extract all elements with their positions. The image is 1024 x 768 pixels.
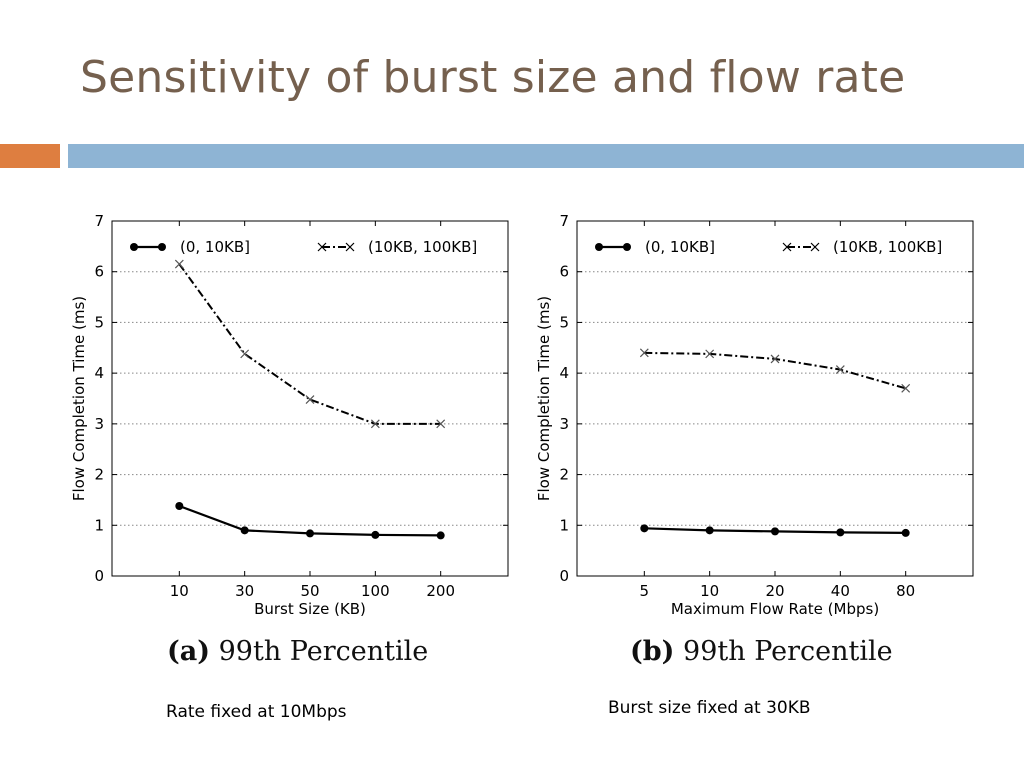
chart1-point-large-flows <box>901 383 911 393</box>
chart1-x-axis-label: Maximum Flow Rate (Mbps) <box>671 600 879 618</box>
chart1-y-tick-label: 6 <box>559 263 569 281</box>
chart1-legend-marker-large-flows <box>810 242 820 252</box>
chart0-x-axis-label: Burst Size (KB) <box>254 600 366 618</box>
chart0-legend-marker-large-flows <box>345 242 355 252</box>
chart0-y-tick-label: 6 <box>94 263 104 281</box>
chart1-y-axis-label: Flow Completion Time (ms) <box>535 296 553 501</box>
chart0-x-tick-label: 30 <box>235 582 254 600</box>
chart1-point-large-flows <box>705 349 715 359</box>
chart0-y-axis-label: Flow Completion Time (ms) <box>70 296 88 501</box>
chart1-point-large-flows <box>639 348 649 358</box>
chart0-point-large-flows <box>174 259 184 269</box>
chart0-x-tick-label: 200 <box>426 582 455 600</box>
chart-flow-rate-svg: 0 1 2 3 4 5 6 7 5 10 20 40 80 Maximum Flow Rate (Mbps… <box>535 212 974 618</box>
chart0-x-tick-label: 10 <box>170 582 189 600</box>
note-burst-fixed: Burst size fixed at 30KB <box>608 698 811 718</box>
chart0-point-large-flows <box>240 349 250 359</box>
chart1-legend-marker-large-flows <box>782 242 792 252</box>
chart1-y-tick-label: 2 <box>559 466 569 484</box>
chart-burst-size-svg: 0 1 2 3 4 5 6 7 10 30 50 100 200 Burst Size (KB) Flow … <box>70 212 509 618</box>
chart0-plot-frame <box>111 220 509 577</box>
chart1-point-small-flows <box>705 526 714 535</box>
chart0-point-small-flows <box>175 502 184 511</box>
chart0-x-tick-label: 100 <box>361 582 390 600</box>
chart1-legend-label-large-flows: (10KB, 100KB] <box>833 238 942 256</box>
note-rate-fixed: Rate fixed at 10Mbps <box>166 702 347 722</box>
chart0-legend-marker-small-flows <box>130 243 138 251</box>
chart0-y-tick-label: 4 <box>94 364 104 382</box>
chart0-point-large-flows <box>370 419 380 429</box>
caption-a-text: 99th Percentile <box>210 636 429 667</box>
accent-bar-blue <box>68 144 1024 168</box>
caption-b: (b) 99th Percentile <box>630 636 893 667</box>
accent-bar-orange <box>0 144 60 168</box>
chart1-legend-label-small-flows: (0, 10KB] <box>645 238 715 256</box>
chart1-y-tick-label: 3 <box>559 415 569 433</box>
chart1-x-tick-label: 5 <box>640 582 650 600</box>
chart1-point-small-flows <box>771 527 779 536</box>
chart1-y-tick-label: 7 <box>559 212 569 230</box>
chart1-y-tick-label: 5 <box>559 313 569 331</box>
chart1-y-tick-label: 0 <box>559 567 569 585</box>
chart0-y-tick-label: 5 <box>94 313 104 331</box>
chart0-point-small-flows <box>306 529 314 538</box>
chart0-point-small-flows <box>371 530 380 539</box>
chart1-point-small-flows <box>640 524 649 533</box>
caption-b-text: 99th Percentile <box>674 636 893 667</box>
chart1-point-large-flows <box>770 354 780 364</box>
chart1-x-tick-label: 40 <box>831 582 850 600</box>
chart-flow-rate: 0 1 2 3 4 5 6 7 5 10 20 40 80 Maximum Flow Rate (Mbps… <box>525 205 985 629</box>
caption-a-label: (a) <box>167 636 211 667</box>
chart0-y-tick-label: 0 <box>94 567 104 585</box>
chart0-point-large-flows <box>305 395 315 404</box>
chart0-legend-marker-large-flows <box>317 242 327 252</box>
chart1-y-tick-label: 1 <box>559 516 569 534</box>
chart0-x-tick-label: 50 <box>300 582 319 600</box>
chart0-legend-label-large-flows: (10KB, 100KB] <box>368 238 477 256</box>
chart0-y-tick-label: 3 <box>94 415 104 433</box>
chart0-y-tick-label: 1 <box>94 516 104 534</box>
chart1-plot-frame <box>576 220 974 577</box>
chart0-legend-label-small-flows: (0, 10KB] <box>180 238 250 256</box>
chart1-x-tick-label: 80 <box>896 582 915 600</box>
caption-b-label: (b) <box>630 636 675 667</box>
chart0-y-tick-label: 7 <box>94 212 104 230</box>
chart1-x-tick-label: 10 <box>700 582 719 600</box>
chart1-y-tick-label: 4 <box>559 364 569 382</box>
chart0-legend-marker-small-flows <box>158 243 166 251</box>
chart0-point-large-flows <box>436 419 446 429</box>
chart0-point-small-flows <box>436 531 445 540</box>
chart1-x-tick-label: 20 <box>765 582 784 600</box>
slide-title: Sensitivity of burst size and flow rate <box>80 52 906 103</box>
caption-a: (a) 99th Percentile <box>167 636 428 667</box>
chart1-legend-marker-small-flows <box>595 243 603 251</box>
chart1-point-small-flows <box>836 528 845 537</box>
chart1-point-small-flows <box>901 528 910 537</box>
chart0-y-tick-label: 2 <box>94 466 104 484</box>
chart1-point-large-flows <box>835 365 845 375</box>
chart0-point-small-flows <box>240 526 249 535</box>
chart-burst-size: 0 1 2 3 4 5 6 7 10 30 50 100 200 Burst Size (KB) Flow … <box>60 205 520 629</box>
chart1-legend-marker-small-flows <box>623 243 631 251</box>
